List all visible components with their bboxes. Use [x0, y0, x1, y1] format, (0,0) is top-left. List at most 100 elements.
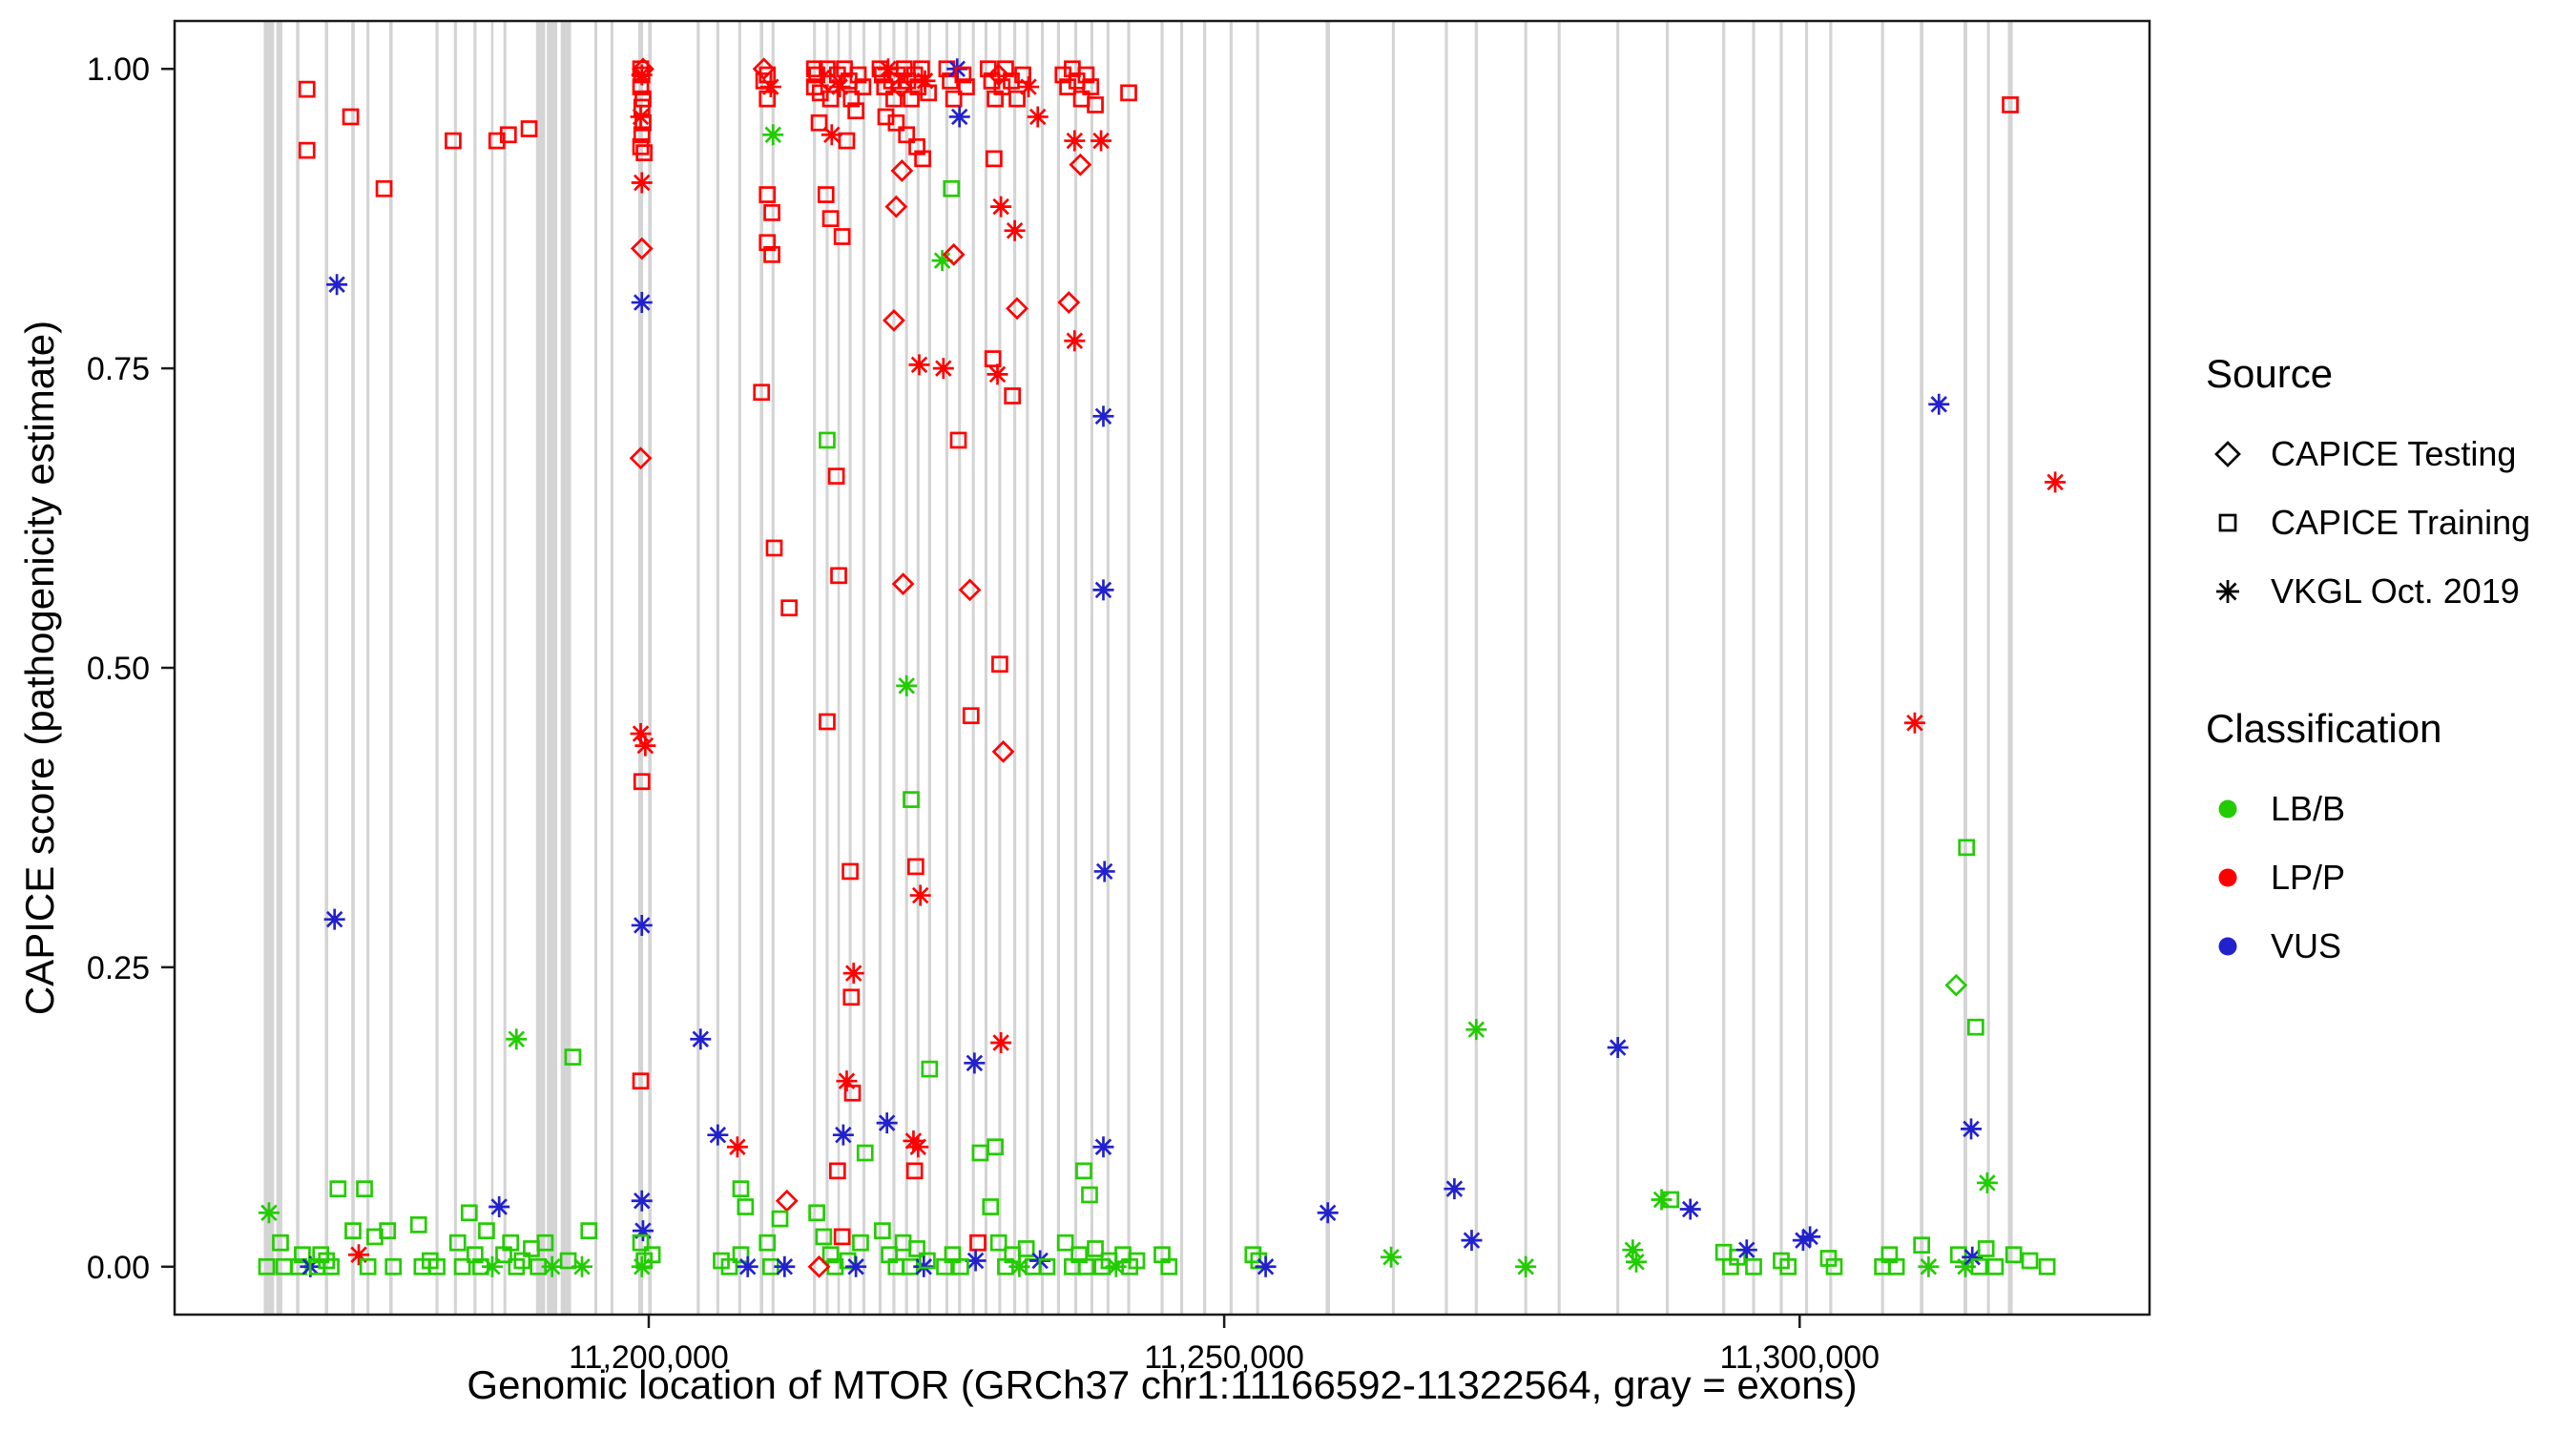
data-point: [356, 1180, 373, 1198]
exon-band: [1090, 21, 1093, 1315]
exon-band: [1391, 21, 1396, 1315]
exon-band: [610, 21, 613, 1315]
data-point: [1515, 1255, 1537, 1277]
y-tick-label: 0.50: [87, 651, 150, 687]
data-point: [954, 66, 972, 84]
data-point: [1008, 1255, 1030, 1277]
exon-band: [388, 21, 393, 1315]
exon-band: [263, 21, 275, 1315]
data-point: [1091, 130, 1112, 152]
data-point: [883, 308, 905, 332]
data-point: [502, 1234, 520, 1252]
data-point: [920, 84, 937, 102]
square-icon: [2218, 513, 2237, 532]
data-point: [1077, 66, 1095, 84]
data-point: [758, 90, 777, 108]
exon-band: [1325, 21, 1330, 1315]
data-point: [991, 655, 1008, 674]
exon-band: [696, 21, 700, 1315]
data-point: [829, 76, 851, 98]
exon-band: [473, 21, 477, 1315]
data-point: [732, 1180, 750, 1198]
data-point: [907, 858, 924, 876]
data-point: [808, 1204, 825, 1222]
data-point: [1944, 973, 1968, 997]
exon-band: [1616, 21, 1620, 1315]
exon-band: [1880, 21, 1884, 1315]
data-point: [375, 179, 393, 197]
data-point: [753, 384, 771, 402]
exon-band: [503, 21, 507, 1315]
exon-band: [998, 21, 1002, 1315]
legend-item-label: LP/P: [2271, 858, 2346, 897]
data-point: [258, 1257, 276, 1275]
data-point: [1662, 1191, 1680, 1209]
data-point: [737, 1198, 755, 1215]
exon-band: [535, 21, 546, 1315]
data-point: [896, 674, 918, 696]
data-point: [690, 1028, 712, 1050]
data-point: [854, 78, 872, 95]
legend-item-vkgl-oct-2019: VKGL Oct. 2019: [2206, 557, 2530, 626]
data-point: [1018, 76, 1040, 98]
legend: Source CAPICE Testing CAPICE Training VKGL…: [2206, 351, 2530, 981]
data-point: [762, 124, 784, 146]
data-point: [513, 1252, 531, 1270]
data-point: [1625, 1251, 1647, 1273]
data-point: [774, 1255, 796, 1277]
data-point: [1057, 291, 1081, 314]
data-point: [982, 1198, 1000, 1215]
data-point: [962, 707, 980, 725]
data-point: [884, 195, 908, 218]
data-point: [720, 1257, 738, 1275]
data-point: [1069, 153, 1092, 176]
data-point: [952, 1257, 969, 1275]
y-tick-label: 0.00: [87, 1250, 150, 1286]
data-point: [964, 1052, 986, 1074]
data-point: [481, 1255, 503, 1277]
data-point: [506, 1028, 528, 1050]
data-point: [344, 1222, 362, 1239]
data-point: [428, 1257, 446, 1275]
data-point: [323, 908, 345, 930]
data-point: [1317, 1202, 1339, 1224]
data-point: [1745, 1257, 1762, 1275]
data-point: [1006, 297, 1028, 321]
data-point: [887, 114, 905, 132]
data-point: [898, 126, 916, 144]
exon-band: [904, 21, 908, 1315]
data-point: [1607, 1037, 1629, 1059]
legend-classification-items: LB/B LP/P VUS: [2206, 775, 2530, 981]
exon-band: [1986, 21, 1990, 1315]
data-point: [921, 1060, 939, 1078]
data-point: [1825, 1257, 1843, 1275]
data-point: [1255, 1255, 1277, 1277]
data-point: [1913, 1236, 1931, 1255]
dot-icon: [2218, 868, 2237, 887]
legend-item-label: VUS: [2271, 926, 2342, 965]
data-point: [409, 1215, 427, 1234]
data-point: [1903, 712, 1925, 734]
data-point: [894, 1234, 912, 1252]
exon-band: [813, 21, 817, 1315]
exon-band: [862, 21, 866, 1315]
data-point: [1077, 1257, 1095, 1275]
data-point: [1444, 1178, 1465, 1200]
data-point: [1958, 839, 1976, 857]
data-point: [1160, 1257, 1178, 1275]
x-tick-label: 11,250,000: [1144, 1339, 1304, 1376]
data-point: [838, 132, 856, 150]
data-point: [2038, 1257, 2056, 1275]
data-point: [520, 120, 538, 137]
data-point: [807, 1255, 831, 1278]
legend-source-title: Source: [2206, 351, 2334, 396]
exon-band: [1920, 21, 1924, 1315]
data-point: [630, 723, 652, 745]
data-point: [780, 599, 799, 617]
diamond-icon: [2214, 441, 2241, 467]
data-point: [775, 1189, 799, 1213]
data-point: [821, 1246, 840, 1264]
x-tick-label: 11,300,000: [1719, 1339, 1880, 1376]
